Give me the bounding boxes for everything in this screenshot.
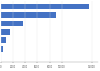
Bar bbox=[1, 46, 3, 52]
Bar bbox=[1, 37, 6, 43]
Bar bbox=[1, 21, 23, 26]
Bar bbox=[1, 12, 56, 18]
Bar bbox=[1, 4, 89, 9]
Bar bbox=[1, 29, 10, 35]
